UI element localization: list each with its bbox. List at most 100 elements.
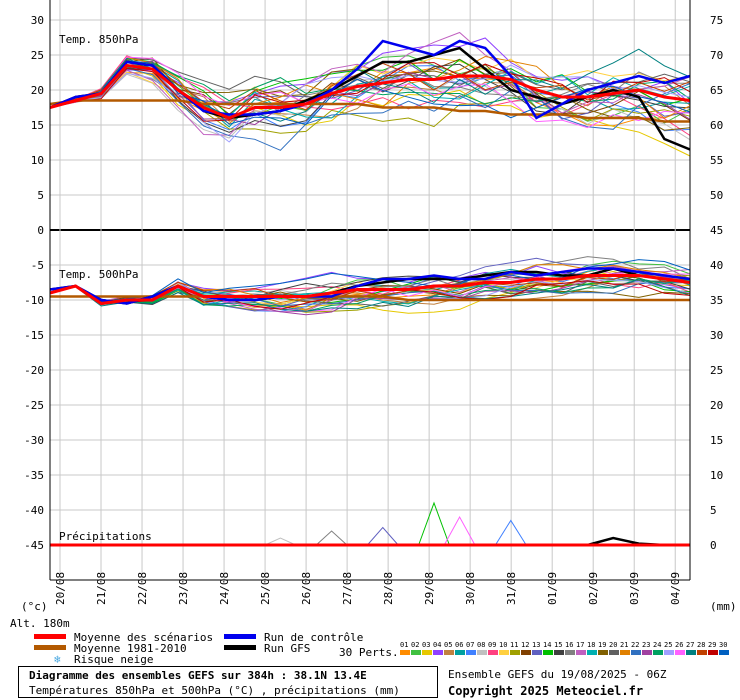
date-tick-label: 31/08 (505, 572, 518, 605)
ensemble-member-500 (49, 278, 691, 312)
pert-swatch (433, 650, 443, 655)
legend-swatch-mean (34, 634, 66, 639)
pert-label: 15 (554, 641, 562, 649)
left-axis-unit: (°c) (21, 600, 48, 613)
pert-label: 21 (620, 641, 628, 649)
date-tick-label: 22/08 (136, 572, 149, 605)
left-tick-label: -5 (31, 259, 44, 272)
right-tick-label: 75 (710, 14, 723, 27)
left-tick-label: -15 (24, 329, 44, 342)
legend-swatch-control (224, 634, 256, 639)
date-tick-label: 27/08 (341, 572, 354, 605)
pert-swatch (719, 650, 729, 655)
pert-label: 25 (664, 641, 672, 649)
pert-label: 20 (609, 641, 617, 649)
pert-label: 04 (433, 641, 441, 649)
precip-member-spike (367, 526, 399, 546)
precip-member-spike (264, 537, 296, 546)
pert-label: 28 (697, 641, 705, 649)
labels: Temp. 850hPa Temp. 500hPa Précipitations… (10, 33, 737, 630)
pert-swatch (565, 650, 575, 655)
pert-swatch (543, 650, 553, 655)
pert-swatch (466, 650, 476, 655)
pert-swatch (444, 650, 454, 655)
pert-label: 23 (642, 641, 650, 649)
series-850-line (49, 39, 691, 120)
date-tick-label: 20/08 (54, 572, 67, 605)
right-tick-label: 25 (710, 364, 723, 377)
left-tick-label: 15 (31, 119, 44, 132)
footer-box: Diagramme des ensembles GEFS sur 384h : … (18, 666, 438, 698)
legend-swatch-climo (34, 645, 66, 650)
legend-perts-label: 30 Perts. (339, 646, 399, 659)
right-tick-label: 0 (710, 539, 717, 552)
series-850-line (49, 99, 690, 123)
perturbation-legend: 01 02 03 04 05 06 07 08 09 10 11 12 13 14 15 16 17 18 19 20… (400, 641, 729, 655)
ensemble-member-850 (49, 69, 691, 113)
pert-swatch (631, 650, 641, 655)
legend-swatch-gfs (224, 645, 256, 650)
left-tick-label: -20 (24, 364, 44, 377)
pert-label: 13 (532, 641, 540, 649)
pert-swatch (620, 650, 630, 655)
right-tick-label: 15 (710, 434, 723, 447)
pert-label: 18 (587, 641, 595, 649)
pert-swatch (510, 650, 520, 655)
pert-label: 08 (477, 641, 485, 649)
date-tick-label: 03/09 (628, 572, 641, 605)
ensemble-member-850 (49, 56, 691, 129)
pert-swatch (499, 650, 509, 655)
precip-member-spike (495, 519, 527, 546)
pert-label: 06 (455, 641, 463, 649)
right-tick-label: 50 (710, 189, 723, 202)
left-tick-label: 30 (31, 14, 44, 27)
altitude-label: Alt. 180m (10, 617, 70, 630)
pert-swatch (598, 650, 608, 655)
legend-mean: Moyenne des scénarios (74, 631, 213, 644)
right-tick-label: 35 (710, 294, 723, 307)
pert-swatch (675, 650, 685, 655)
chart-subtitle: Températures 850hPa et 500hPa (°C) , pré… (29, 684, 400, 697)
panel-label-500: Temp. 500hPa (59, 268, 138, 281)
ensemble-member-850 (49, 57, 691, 108)
copyright: Copyright 2025 Meteociel.fr (448, 684, 644, 698)
date-tick-label: 21/08 (95, 572, 108, 605)
date-tick-label: 26/08 (300, 572, 313, 605)
right-tick-label: 70 (710, 49, 723, 62)
chart-title: Diagramme des ensembles GEFS sur 384h : … (29, 669, 367, 682)
right-tick-label: 5 (710, 504, 717, 517)
left-tick-label: -10 (24, 294, 44, 307)
right-tick-label: 20 (710, 399, 723, 412)
right-tick-label: 65 (710, 84, 723, 97)
date-tick-label: 01/09 (546, 572, 559, 605)
date-tick-label: 30/08 (464, 572, 477, 605)
pert-swatch (697, 650, 707, 655)
date-tick-label: 02/09 (587, 572, 600, 605)
pert-swatch (576, 650, 586, 655)
legend-control: Run de contrôle (264, 631, 363, 644)
ensemble-member-850 (49, 67, 691, 151)
right-tick-label: 60 (710, 119, 723, 132)
pert-swatch (477, 650, 487, 655)
pert-swatch (664, 650, 674, 655)
legend-gfs: Run GFS (264, 642, 310, 655)
run-info: Ensemble GEFS du 19/08/2025 - 06Z (448, 668, 667, 681)
left-tick-label: -35 (24, 469, 44, 482)
pert-label: 29 (708, 641, 716, 649)
pert-label: 14 (543, 641, 551, 649)
pert-label: 26 (675, 641, 683, 649)
date-tick-label: 04/09 (669, 572, 682, 605)
left-tick-label: -30 (24, 434, 44, 447)
date-tick-label: 28/08 (382, 572, 395, 605)
date-tick-label: 23/08 (177, 572, 190, 605)
legend: Moyenne des scénarios Moyenne 1981-2010 … (34, 631, 729, 666)
pert-swatch (411, 650, 421, 655)
pert-label: 09 (488, 641, 496, 649)
pert-label: 02 (411, 641, 419, 649)
right-tick-label: 10 (710, 469, 723, 482)
left-tick-label: 25 (31, 49, 44, 62)
axes: 302520151050-5-10-15-20-25-30-35-40-4575… (24, 0, 723, 605)
pert-label: 12 (521, 641, 529, 649)
precip-member-spike (418, 501, 450, 546)
pert-swatch (532, 650, 542, 655)
